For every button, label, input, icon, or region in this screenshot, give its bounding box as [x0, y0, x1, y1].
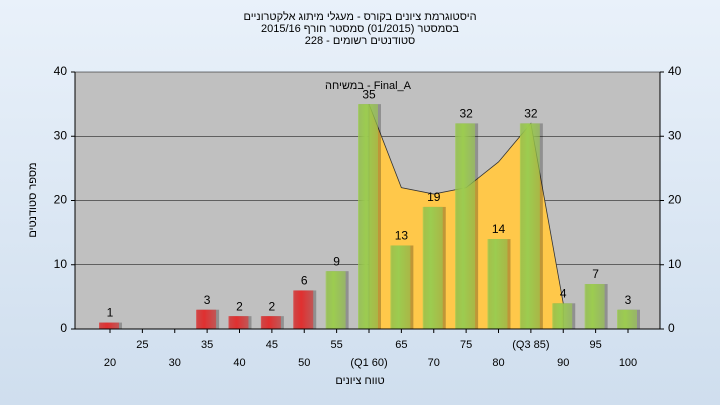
x-tick-label: 25 [136, 339, 148, 351]
x-tick-label: 40 [233, 357, 245, 369]
value-label: 2 [236, 299, 243, 313]
value-label: 2 [269, 299, 276, 313]
x-tick-label: 95 [590, 339, 602, 351]
value-label: 4 [560, 286, 567, 300]
bar [325, 271, 346, 329]
x-tick-label: 75 [460, 339, 472, 351]
chart-subtitle: סטודנטים רשומים - 228 [305, 35, 416, 47]
y-tick-label: 40 [54, 64, 68, 78]
bar [552, 303, 573, 329]
y-tick-label: 0 [60, 321, 67, 335]
bar [293, 290, 314, 329]
y2-tick-label: 10 [668, 257, 682, 271]
y-tick-label: 10 [54, 257, 68, 271]
x-tick-label: 65 [395, 339, 407, 351]
x-tick-label: 70 [428, 357, 440, 369]
chart-title: היסטוגרמת ציונים בקורס - מעגלי מיתוג אלק… [243, 10, 476, 23]
x-tick-label: 35 [201, 339, 213, 351]
bar [228, 316, 249, 329]
value-label: 9 [333, 254, 340, 268]
y-axis-title: מספר סטודנטים [27, 162, 39, 237]
x-tick-label: 90 [557, 357, 569, 369]
x-tick-label: 80 [492, 357, 504, 369]
bar [358, 104, 378, 329]
value-label: 3 [625, 293, 632, 307]
x-tick-label: 55 [331, 339, 343, 351]
bar [260, 316, 281, 329]
value-label: 6 [301, 274, 308, 288]
chart-subtitle: בסמסטר (01/2015) סמסטר חורף 2015/16 [261, 23, 459, 35]
y2-tick-label: 20 [668, 193, 682, 207]
value-label: 19 [427, 190, 441, 204]
value-label: 32 [459, 107, 473, 121]
annotation: במשיחה - Final_A [325, 80, 412, 92]
value-label: 7 [592, 267, 599, 281]
value-label: 3 [204, 293, 211, 307]
bar [99, 322, 119, 329]
value-label: 14 [492, 222, 506, 236]
value-label: 35 [362, 87, 376, 101]
bar [584, 284, 605, 329]
y2-tick-label: 40 [668, 64, 682, 78]
y2-tick-label: 0 [668, 321, 675, 335]
x-tick-label: (Q3 85) [512, 339, 549, 351]
y-tick-label: 30 [54, 128, 68, 142]
x-tick-label: 45 [266, 339, 278, 351]
bar [196, 309, 217, 329]
x-axis-title: טווח ציונים [335, 375, 384, 387]
x-tick-label: 20 [104, 357, 116, 369]
value-label: 13 [395, 229, 409, 243]
bar [617, 309, 637, 329]
x-tick-label: 50 [298, 357, 310, 369]
value-label: 32 [524, 107, 538, 121]
bar [390, 245, 411, 329]
value-label: 1 [107, 306, 114, 320]
x-tick-label: (Q1 60) [350, 357, 387, 369]
bar [519, 123, 540, 330]
x-tick-label: 100 [619, 357, 637, 369]
bar [487, 239, 508, 329]
bar [455, 123, 476, 330]
y-tick-label: 20 [54, 193, 68, 207]
bar [422, 206, 443, 329]
x-tick-label: 30 [169, 357, 181, 369]
y2-tick-label: 30 [668, 128, 682, 142]
